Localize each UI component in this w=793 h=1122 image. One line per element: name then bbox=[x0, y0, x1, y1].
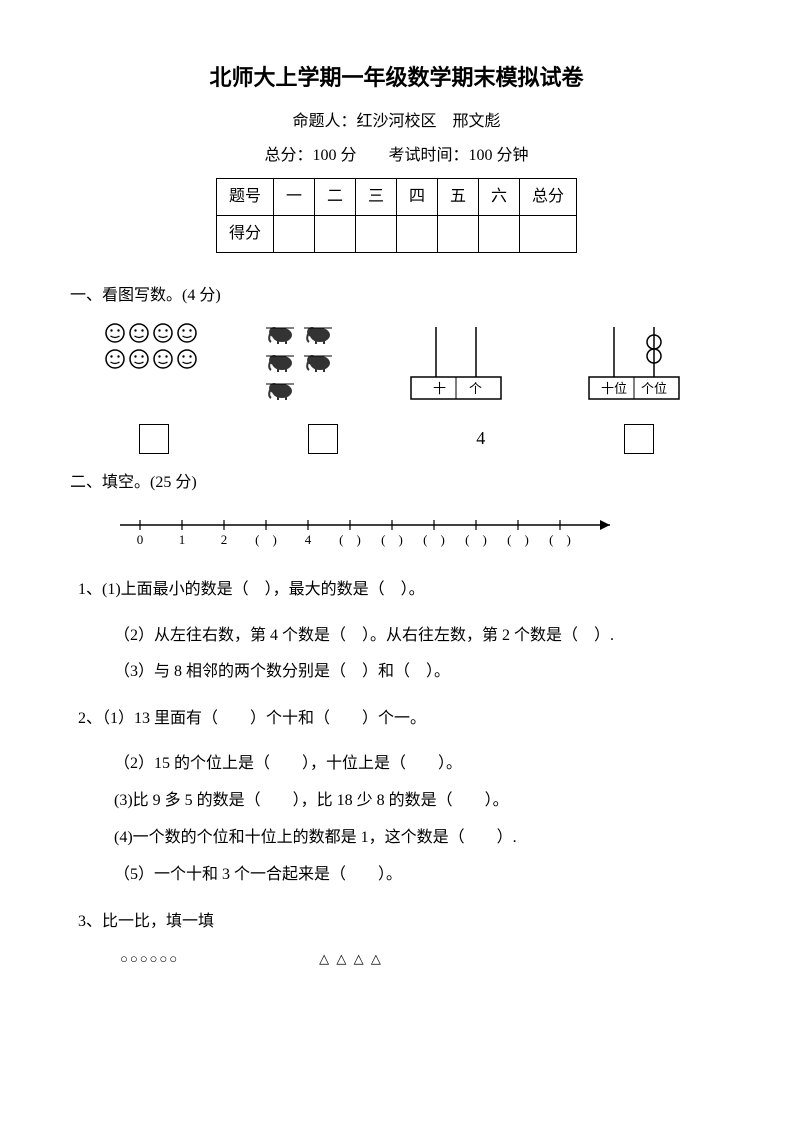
svg-text:( ): ( ) bbox=[423, 532, 445, 547]
answer-box[interactable] bbox=[139, 424, 169, 454]
abacus1-left-label: 十 bbox=[433, 381, 446, 396]
smiley-icon bbox=[152, 322, 174, 344]
abacus1-right-label: 个 bbox=[469, 381, 482, 396]
score-cell[interactable] bbox=[273, 215, 314, 252]
triangles-shapes: △ △ △ △ bbox=[319, 949, 383, 970]
smiley-icon bbox=[128, 322, 150, 344]
col-cell: 一 bbox=[273, 179, 314, 216]
svg-text:( ): ( ) bbox=[549, 532, 571, 547]
smiley-icon bbox=[176, 322, 198, 344]
answer-box[interactable] bbox=[624, 424, 654, 454]
section2-title: 二、填空。(25 分) bbox=[70, 470, 723, 496]
header-label-cell: 题号 bbox=[216, 179, 273, 216]
smiley-icon bbox=[104, 348, 126, 370]
circles-shapes: ○○○○○○ bbox=[120, 949, 179, 970]
svg-text:0: 0 bbox=[137, 532, 144, 547]
page-title: 北师大上学期一年级数学期末模拟试卷 bbox=[70, 60, 723, 95]
smiley-icon bbox=[104, 322, 126, 344]
q2-2-2: （2）15 的个位上是（ ），十位上是（ ）。 bbox=[114, 746, 723, 783]
q-prefix: 1、 bbox=[78, 581, 102, 598]
middle-number: 4 bbox=[476, 424, 485, 454]
q2-2-5: （5）一个十和 3 个一合起来是（ ）。 bbox=[114, 857, 723, 894]
elephant-icon bbox=[266, 350, 294, 372]
q-text: (1)上面最小的数是（ ），最大的数是（ ）。 bbox=[102, 581, 425, 598]
q2-2-3: (3)比 9 多 5 的数是（ ），比 18 少 8 的数是（ ）。 bbox=[114, 783, 723, 820]
score-label-cell: 得分 bbox=[216, 215, 273, 252]
elephant-icon bbox=[304, 322, 332, 344]
q1-figures-row: 十 个 十位 个位 bbox=[70, 322, 723, 402]
q2-2: 2、（1）13 里面有（ ）个十和（ ）个一。 bbox=[78, 701, 723, 736]
table-header-row: 题号 一 二 三 四 五 六 总分 bbox=[216, 179, 576, 216]
abacus1: 十 个 bbox=[401, 322, 511, 402]
table-score-row: 得分 bbox=[216, 215, 576, 252]
elephants-group bbox=[266, 322, 332, 400]
svg-text:1: 1 bbox=[179, 532, 186, 547]
q-text: 比一比，填一填 bbox=[102, 913, 214, 930]
col-cell: 三 bbox=[355, 179, 396, 216]
q-text: （1）13 里面有（ ）个十和（ ）个一。 bbox=[102, 710, 426, 727]
score-cell[interactable] bbox=[520, 215, 577, 252]
col-cell: 六 bbox=[479, 179, 520, 216]
score-cell[interactable] bbox=[438, 215, 479, 252]
smiley-icon bbox=[128, 348, 150, 370]
svg-text:( ): ( ) bbox=[465, 532, 487, 547]
col-cell: 总分 bbox=[520, 179, 577, 216]
q1-answer-row: 4 bbox=[70, 410, 723, 454]
abacus2: 十位 个位 bbox=[579, 322, 689, 402]
q2-1-3: （3）与 8 相邻的两个数分别是（ ）和（ ）。 bbox=[114, 654, 723, 691]
q-prefix: 3、 bbox=[78, 913, 102, 930]
score-cell[interactable] bbox=[479, 215, 520, 252]
abacus2-left-label: 十位 bbox=[601, 381, 627, 396]
elephant-icon bbox=[304, 350, 332, 372]
col-cell: 二 bbox=[314, 179, 355, 216]
smiley-icon bbox=[152, 348, 174, 370]
score-time-line: 总分：100 分 考试时间：100 分钟 bbox=[70, 143, 723, 169]
q-prefix: 2、 bbox=[78, 710, 102, 727]
svg-text:( ): ( ) bbox=[381, 532, 403, 547]
smiley-icon bbox=[176, 348, 198, 370]
shapes-row: ○○○○○○ △ △ △ △ bbox=[120, 949, 723, 970]
q2-2-4: (4)一个数的个位和十位上的数都是 1，这个数是（ ）. bbox=[114, 820, 723, 857]
svg-text:4: 4 bbox=[305, 532, 312, 547]
abacus2-right-label: 个位 bbox=[641, 381, 667, 396]
section1-title: 一、看图写数。(4 分) bbox=[70, 283, 723, 309]
svg-text:( ): ( ) bbox=[507, 532, 529, 547]
col-cell: 五 bbox=[438, 179, 479, 216]
q2-3: 3、比一比，填一填 bbox=[78, 904, 723, 939]
number-line: 0 1 2 ( ) 4 ( ) ( ) ( ) ( ) ( ) ( ) bbox=[110, 510, 723, 559]
col-cell: 四 bbox=[397, 179, 438, 216]
score-cell[interactable] bbox=[355, 215, 396, 252]
author-line: 命题人：红沙河校区 邢文彪 bbox=[70, 109, 723, 135]
smileys-group bbox=[104, 322, 198, 370]
score-cell[interactable] bbox=[397, 215, 438, 252]
svg-text:2: 2 bbox=[221, 532, 228, 547]
svg-text:( ): ( ) bbox=[339, 532, 361, 547]
elephant-icon bbox=[266, 378, 294, 400]
score-table: 题号 一 二 三 四 五 六 总分 得分 bbox=[216, 178, 577, 252]
score-cell[interactable] bbox=[314, 215, 355, 252]
elephant-icon bbox=[266, 322, 294, 344]
svg-text:( ): ( ) bbox=[255, 532, 277, 547]
q2-1: 1、(1)上面最小的数是（ ），最大的数是（ ）。 bbox=[78, 572, 723, 607]
q2-1-2: （2）从左往右数，第 4 个数是（ ）。从右往左数，第 2 个数是（ ）. bbox=[114, 618, 723, 655]
answer-box[interactable] bbox=[308, 424, 338, 454]
